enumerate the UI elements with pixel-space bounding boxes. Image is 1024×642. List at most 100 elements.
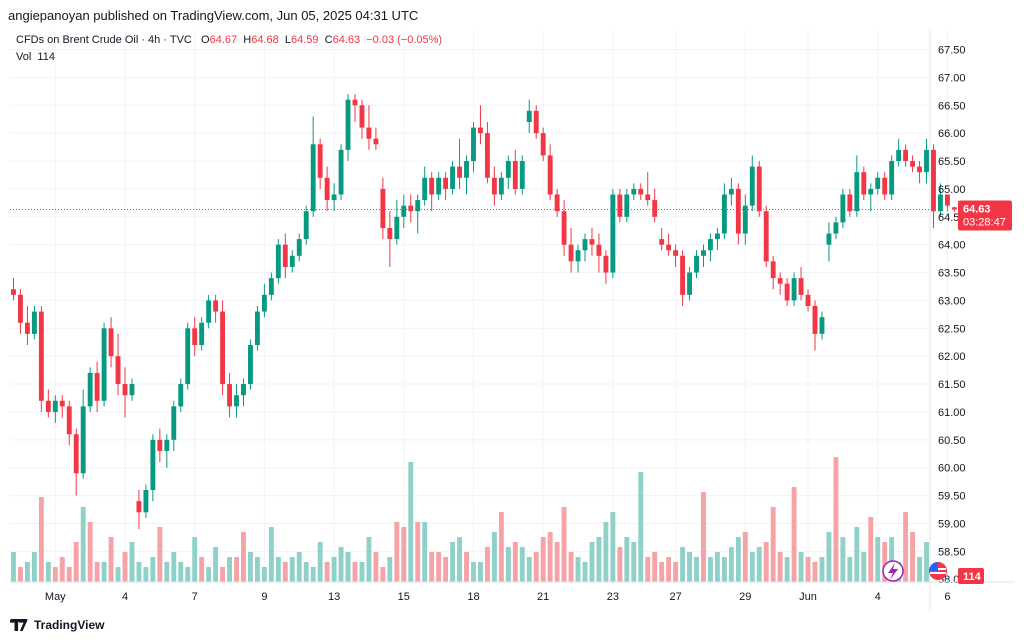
price-tick-label: 61.00 [938, 407, 966, 419]
volume-bar [756, 547, 762, 582]
candle-body [728, 188, 734, 195]
candle-body [896, 149, 902, 162]
candle-body [464, 161, 469, 178]
volume-bar [415, 522, 421, 582]
low-label: L [284, 34, 291, 46]
candle-body [303, 211, 309, 240]
candle-body [171, 406, 177, 440]
volume-bar [833, 457, 839, 582]
volume-bar [819, 557, 825, 582]
price-tick-label: 60.50 [938, 435, 966, 447]
price-tick-label: 66.50 [938, 100, 966, 112]
volume-bar [241, 532, 246, 582]
candle-body [882, 177, 888, 195]
volume-bar [728, 547, 734, 582]
volume-badge: 114 [958, 568, 984, 584]
candle-body [944, 194, 950, 206]
candle-body [234, 395, 239, 407]
volume-bar [387, 557, 393, 582]
candle-body [519, 161, 525, 189]
candle-body [798, 278, 804, 295]
volume-bar [199, 557, 205, 582]
volume-bar [338, 547, 344, 582]
open-value: 64.67 [209, 34, 238, 46]
candles[interactable] [11, 94, 957, 530]
candle-body [735, 188, 741, 234]
candle-body [11, 289, 16, 295]
candle-body [143, 490, 149, 513]
volume-bar [101, 562, 107, 582]
candle-body [415, 200, 421, 212]
footer-brand: TradingView [10, 618, 104, 632]
volume-bar [24, 562, 30, 582]
lightning-icon[interactable] [882, 560, 904, 582]
candle-body [917, 166, 922, 173]
volume-badge-value: 114 [963, 571, 982, 583]
candle-body [18, 294, 23, 323]
candle-body [589, 239, 595, 245]
price-tick-label: 58.50 [938, 546, 966, 558]
price-axis[interactable]: 58.0058.5059.0059.5060.0060.5061.0061.50… [938, 45, 966, 587]
high-value: 64.68 [251, 34, 279, 46]
volume-bar [568, 552, 574, 582]
volume-bar [533, 552, 539, 582]
candle-body [101, 328, 107, 401]
volume-bar [638, 472, 644, 582]
volume-bar [268, 527, 274, 582]
time-tick-label: 15 [398, 591, 410, 603]
volume-bar [742, 532, 748, 582]
volume-bar [875, 537, 881, 582]
price-tick-label: 67.00 [938, 72, 966, 84]
candle-body [805, 294, 811, 306]
price-tick-label: 63.00 [938, 295, 966, 307]
candle-body [213, 300, 219, 312]
candle-body [624, 194, 630, 217]
time-tick-label: Jun [799, 591, 817, 603]
candle-body [401, 205, 407, 217]
volume-bar [680, 547, 686, 582]
volume-bar [770, 507, 776, 582]
volume-bar [248, 552, 253, 582]
volume-bar [714, 552, 720, 582]
candle-body [38, 311, 44, 401]
us-flag-icon[interactable] [929, 562, 947, 580]
candlestick-chart[interactable]: 58.0058.5059.0059.5060.0060.5061.0061.50… [10, 30, 1014, 610]
volume-bar [254, 557, 260, 582]
last-price-value: 64.63 [963, 204, 991, 216]
candle-body [317, 144, 323, 178]
candle-body [694, 255, 699, 273]
time-axis[interactable]: May 4 7 9 13 15 18 21 23 27 29 Jun 4 6 [45, 591, 951, 603]
volume-bar [261, 567, 267, 582]
time-tick-label: 6 [944, 591, 950, 603]
candle-body [331, 194, 337, 201]
candle-body [192, 328, 198, 346]
candle-body [136, 501, 142, 513]
candle-body [847, 194, 853, 212]
candle-body [31, 311, 37, 334]
candle-body [73, 434, 79, 474]
change-value: −0.03 (−0.05%) [366, 34, 443, 46]
candle-body [408, 205, 414, 212]
volume-bar [924, 542, 929, 582]
volume-bar [589, 542, 595, 582]
candle-body [554, 194, 560, 212]
candle-body [185, 328, 191, 385]
volume-bar [296, 552, 302, 582]
candle-body [861, 172, 867, 195]
volume-bar [352, 562, 358, 582]
candle-body [833, 222, 839, 234]
candle-body [261, 294, 267, 312]
volume-bar [422, 522, 428, 582]
volume-bar [303, 562, 309, 582]
candle-body [366, 127, 372, 139]
volume-bar [917, 557, 922, 582]
volume-bar [408, 462, 414, 582]
candle-body [777, 278, 783, 284]
symbol-name[interactable]: CFDs on Brent Crude Oil · 4h · TVC [16, 34, 192, 46]
time-tick-label: 21 [537, 591, 549, 603]
volume-bar [735, 537, 741, 582]
candle-body [157, 439, 163, 451]
volume-bar [436, 552, 442, 582]
candle-body [254, 311, 260, 346]
candle-body [840, 194, 846, 223]
